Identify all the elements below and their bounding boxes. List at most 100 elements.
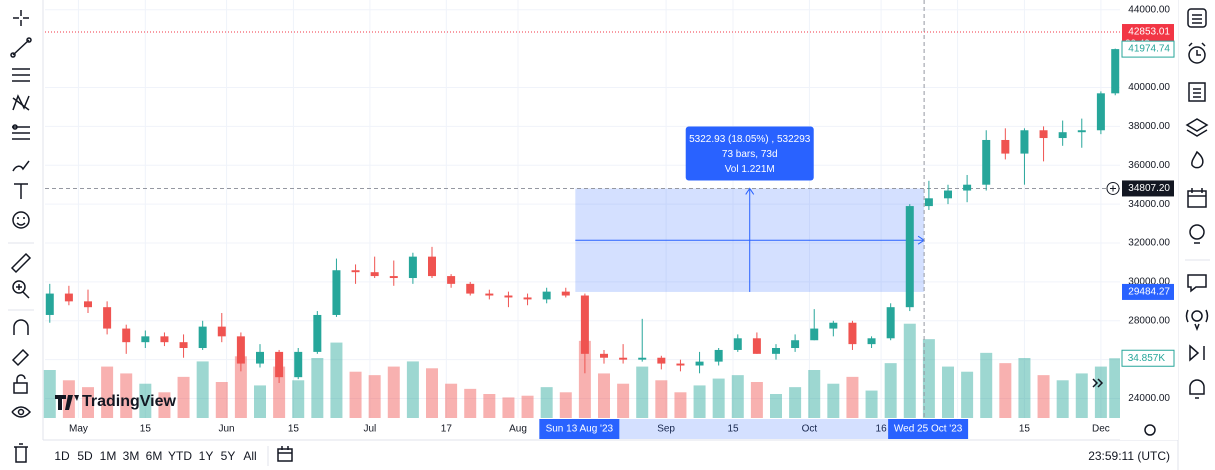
emoji-tool[interactable] <box>12 211 30 229</box>
candle-body <box>963 184 972 191</box>
range-button[interactable]: 5D <box>77 449 93 463</box>
range-button[interactable]: 1Y <box>199 449 214 463</box>
zoom-tool[interactable] <box>12 280 30 299</box>
volume-bar <box>1075 373 1088 418</box>
notifications-icon[interactable] <box>1189 379 1205 399</box>
candle-body <box>752 338 761 354</box>
range-button[interactable]: 5Y <box>221 449 236 463</box>
pattern-tool[interactable] <box>12 94 30 111</box>
candle-body <box>561 291 570 296</box>
candle-body <box>1096 93 1105 131</box>
measure-label-box <box>685 126 814 181</box>
range-button[interactable]: 1D <box>54 449 70 463</box>
chat-icon[interactable] <box>1187 274 1207 293</box>
measure-to-date: Wed 25 Oct '23 <box>894 424 963 435</box>
ideas-icon[interactable] <box>1189 224 1205 244</box>
alerts-icon[interactable] <box>1188 42 1206 64</box>
settings-button[interactable] <box>1144 424 1156 436</box>
measure-to-price-box <box>1122 180 1174 197</box>
lock-drawing-tool[interactable] <box>11 348 30 367</box>
candle-body <box>924 198 933 207</box>
volume-bar <box>368 375 381 418</box>
visibility-tool[interactable] <box>11 406 32 418</box>
candle-body <box>45 293 54 315</box>
candle-body <box>1111 49 1120 94</box>
volume-bar <box>846 376 859 418</box>
candle-body <box>275 351 284 378</box>
candle-body <box>389 276 398 279</box>
bottom-bar: 23:59:11 (UTC) 1D 5D 1M 3M 6M YTD 1Y 5Y All <box>43 439 1178 466</box>
x-tick-label: 15 <box>140 424 152 435</box>
watchlist-icon[interactable] <box>1187 8 1207 28</box>
volume-bar <box>406 361 419 418</box>
volume-bar <box>598 373 610 418</box>
brush-tool[interactable] <box>12 160 30 172</box>
measure-to-price: 34807.20 <box>1128 183 1170 194</box>
replay-icon[interactable] <box>1189 344 1205 362</box>
range-button[interactable]: All <box>243 449 256 463</box>
volume-bar <box>559 392 572 418</box>
stream-icon[interactable] <box>1185 309 1209 332</box>
hotlist-icon[interactable] <box>1191 150 1204 169</box>
lock-tool[interactable] <box>13 374 28 394</box>
volume-bar <box>387 366 400 418</box>
range-button[interactable]: 6M <box>146 449 163 463</box>
ruler-tool[interactable] <box>10 252 32 274</box>
candle-body <box>638 357 647 360</box>
trash-tool[interactable] <box>14 443 28 463</box>
text-tool[interactable] <box>14 183 28 199</box>
crosshair-tool[interactable] <box>13 10 29 26</box>
candle-body <box>408 256 417 279</box>
measure-to-date-box <box>888 419 969 439</box>
y-tick-label: 44000.00 <box>1128 4 1170 15</box>
candle-body <box>619 357 628 360</box>
candle-body <box>122 328 131 343</box>
volume-bar <box>770 394 782 418</box>
volume-bar <box>674 392 687 418</box>
volume-bar <box>234 356 247 418</box>
clock: 23:59:11 (UTC) <box>1088 449 1170 463</box>
volume-bar <box>139 383 152 418</box>
candle-body <box>542 291 551 300</box>
magnet-tool[interactable] <box>13 319 29 335</box>
volume-bar <box>445 383 458 418</box>
add-alert-plus <box>1110 185 1116 192</box>
candle-body <box>733 338 742 350</box>
volume-bar <box>942 366 954 418</box>
volume-label-box <box>1121 349 1175 367</box>
candle-body <box>447 276 456 284</box>
logo-mark <box>55 395 79 410</box>
volume-bar <box>1109 358 1122 418</box>
measure-label: Vol 1.221M <box>725 164 775 175</box>
plot: 5322.93 (18.05%) , 532293 73 bars, 73d Vol… <box>43 0 1122 418</box>
x-tick-label: Aug <box>509 424 527 435</box>
y-tick-label: 32000.00 <box>1128 238 1170 249</box>
candle-body <box>848 322 857 345</box>
range-button[interactable]: 1M <box>100 449 117 463</box>
candle-body <box>64 293 73 302</box>
date-range-button[interactable] <box>277 446 293 462</box>
news-icon[interactable] <box>1188 82 1206 102</box>
layers-icon[interactable] <box>1185 118 1209 137</box>
fib-tool[interactable] <box>12 68 30 82</box>
candle-body <box>1001 139 1010 154</box>
x-tick-label: Jun <box>218 424 234 435</box>
scroll-right-button[interactable] <box>1092 378 1104 388</box>
volume-bar <box>865 390 878 418</box>
candle-body <box>1058 132 1067 139</box>
volume-bar <box>1018 358 1031 418</box>
trendline-tool[interactable] <box>10 37 32 58</box>
y-tick-label: 28000.00 <box>1128 315 1170 326</box>
forecast-tool[interactable] <box>12 124 30 140</box>
range-button[interactable]: YTD <box>168 449 192 463</box>
volume-bar <box>177 376 190 418</box>
calendar-icon[interactable] <box>1187 188 1207 208</box>
candle-body <box>198 326 207 349</box>
last-close-box <box>1121 40 1175 58</box>
volume-bar <box>1056 380 1069 418</box>
candle-body <box>351 270 360 273</box>
range-button[interactable]: 3M <box>123 449 140 463</box>
volume-bar <box>292 380 305 418</box>
volume-bar <box>43 370 56 418</box>
